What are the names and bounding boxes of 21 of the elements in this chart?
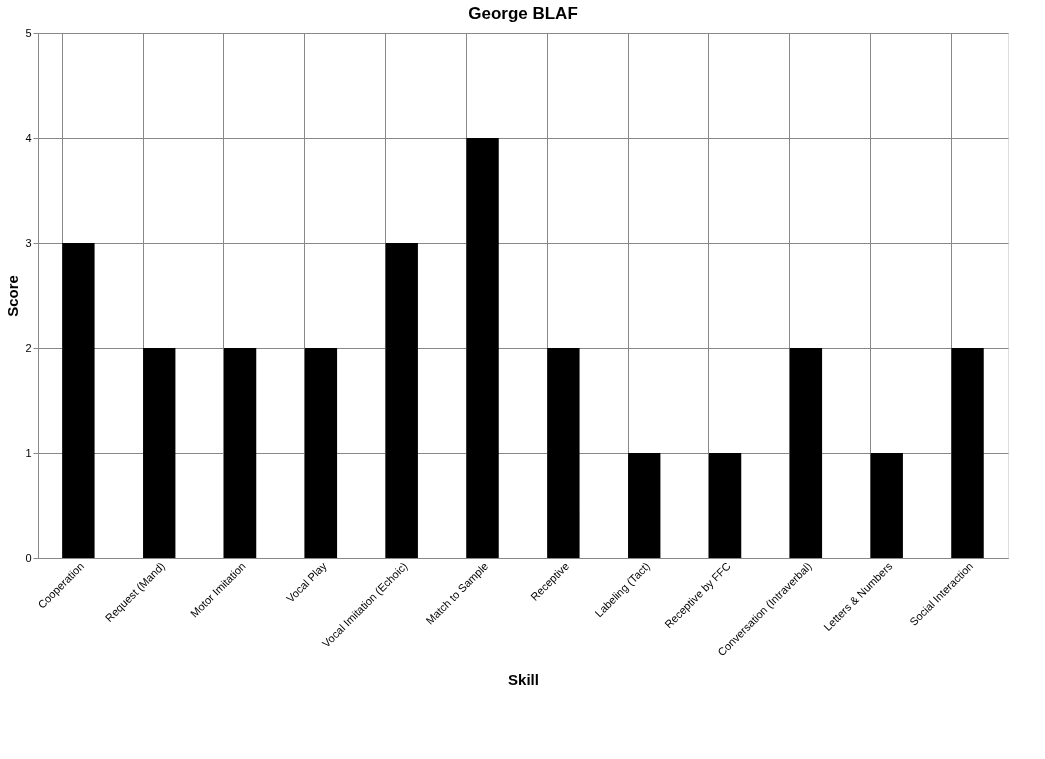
y-tick-label: 3 [25,236,32,249]
bar [628,453,661,558]
bar [708,453,742,558]
bar [870,453,903,558]
bar [466,138,499,558]
y-tick-label: 4 [25,131,32,144]
y-tick-label: 1 [25,446,32,459]
bar [547,348,580,558]
bar [223,348,257,558]
bar [143,348,176,558]
chart-title: George BLAF [468,4,578,23]
bar [62,243,95,558]
y-tick-label: 2 [25,341,32,354]
bar [789,348,823,558]
bar [385,243,418,558]
bar [304,348,338,558]
y-axis-title: Score [4,275,22,317]
y-tick-label: 0 [25,551,32,564]
bar [951,348,984,558]
x-axis-title: Skill [508,671,539,689]
y-tick-label: 5 [25,26,32,39]
